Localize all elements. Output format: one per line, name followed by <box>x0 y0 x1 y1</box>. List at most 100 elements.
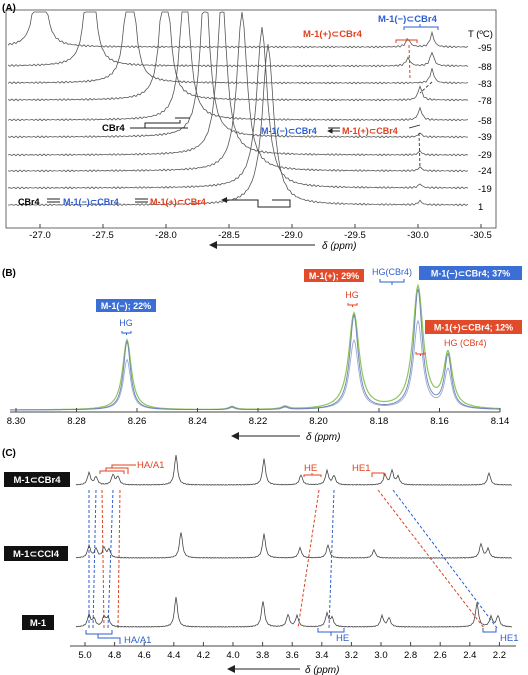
b-tick-label: 8.16 <box>430 416 449 427</box>
c-row1-label: M-1⊂CBr4 <box>13 475 61 486</box>
c-tick-label: 3.0 <box>374 650 387 661</box>
c-he1-top-label: HE1 <box>352 463 370 474</box>
b-hg4-bracket <box>415 352 426 356</box>
correlation-dashed-line <box>392 489 498 629</box>
b-tick-label: 8.22 <box>249 416 268 427</box>
b-badge-2 <box>304 269 364 282</box>
nmr-trace <box>7 11 469 85</box>
a-tick-label: -30.0 <box>407 230 429 241</box>
nmr-trace <box>8 27 469 190</box>
temperature-label: -19 <box>478 184 492 195</box>
a-tick-label: -28.0 <box>155 230 177 241</box>
nmr-trace <box>7 11 469 68</box>
a-tick-label: -30.5 <box>470 230 492 241</box>
c-haa1-bot-bracket <box>85 630 121 644</box>
correlation-dashed-line <box>377 489 485 629</box>
c-he-bot-bracket <box>317 628 345 636</box>
correlation-dashed-line <box>117 489 121 629</box>
fit-curve-total <box>10 283 500 411</box>
temperature-label: -88 <box>478 62 492 73</box>
c-he1-bot-label: HE1 <box>500 633 518 644</box>
b-tick-label: 8.28 <box>67 416 86 427</box>
correlation-dashed-line <box>297 489 320 629</box>
a-mid-blue-label: M-1(−)⊂CBr4 <box>261 126 317 136</box>
a-mid-equilibrium-arrows <box>328 128 340 131</box>
a-cbr4-bracket <box>130 120 181 129</box>
c-tick-label: 4.2 <box>197 650 210 661</box>
c-he-top-label: HE <box>304 463 317 474</box>
temperature-label: -58 <box>478 116 492 127</box>
nmr-trace <box>7 11 469 49</box>
a-top-blue-label: M-1(−)⊂CBr4 <box>378 14 438 25</box>
b-badge-3-text: M-1(−)⊂CBr4; 37% <box>431 269 510 279</box>
c-haa1-bot-label: HA/A1 <box>124 635 151 646</box>
a-black-dashed-guide-1 <box>419 81 433 94</box>
b-axis-label: δ (ppm) <box>306 432 340 443</box>
c-row3-label: M-1 <box>30 618 47 629</box>
a-tick-label: -29.5 <box>344 230 366 241</box>
c-tick-label: 2.2 <box>493 650 506 661</box>
temperature-labels: -95 -88 -83 -78 -58 -39 -29 -24 -19 1 <box>478 43 492 213</box>
a-cbr4-label: CBr4 <box>102 123 125 134</box>
a-top-red-label: M-1(+)⊂CBr4 <box>303 29 363 40</box>
proton-spectrum <box>75 455 513 486</box>
b-hg2-bracket <box>347 303 358 307</box>
c-tick-label: 2.4 <box>463 650 476 661</box>
panel-c-label: (C) <box>2 448 16 459</box>
c-tick-label: 3.4 <box>315 650 328 661</box>
c-row1-label-bg <box>4 472 70 487</box>
c-he-bot-label: HE <box>336 633 349 644</box>
b-tick-label: 8.30 <box>7 416 26 427</box>
c-x-axis: 5.0 4.8 4.6 4.4 4.2 4.0 3.8 3.6 3.4 3.2 3.0 2.8 2.6 2… <box>78 642 506 661</box>
nmr-trace <box>7 11 469 157</box>
temperature-label: -39 <box>478 132 492 143</box>
b-hg3-label: HG(CBr4) <box>372 267 412 277</box>
a-bottom-cbr4-label: CBr4 <box>18 197 40 207</box>
a-bottom-blue-label: M-1(−)⊂CBr4 <box>63 197 119 207</box>
c-tick-label: 3.2 <box>345 650 358 661</box>
panel-c: (C) M-1⊂CBr4 M-1⊂CCl4 M-1 HA/A1 HE HE1 H… <box>2 448 518 675</box>
b-badge-3 <box>419 266 522 280</box>
b-badge-2-text: M-1(+); 29% <box>309 271 359 281</box>
correlation-dashed-line <box>328 489 335 629</box>
c-tick-label: 2.6 <box>434 650 447 661</box>
panel-a: (A) M-1(−)⊂CBr4 M-1(+)⊂CBr4 T (ºC) -95 -8… <box>2 3 497 252</box>
correlation-dashed-line <box>107 489 114 629</box>
c-row3-label-bg <box>22 615 54 630</box>
c-tick-label: 4.6 <box>138 650 151 661</box>
a-red-dashed-guide <box>408 44 411 79</box>
b-x-axis: 8.30 8.28 8.26 8.24 8.22 8.20 8.18 8.16 8.14 <box>7 408 510 427</box>
temperature-label: -83 <box>478 79 492 90</box>
a-bottom-bracket <box>228 199 291 208</box>
a-top-red-bracket <box>395 38 418 43</box>
b-tick-label: 8.14 <box>491 416 510 427</box>
b-tick-label: 8.24 <box>188 416 207 427</box>
a-bottom-red-label: M-1(+)⊂CBr4 <box>150 197 206 207</box>
b-tick-label: 8.18 <box>370 416 389 427</box>
temperature-label: -78 <box>478 96 492 107</box>
correlation-dashed-line <box>92 489 97 629</box>
temperature-label: -24 <box>478 166 492 177</box>
c-he-top-bracket <box>303 473 322 477</box>
a-axis-label: δ (ppm) <box>322 241 356 252</box>
a-tick-label: -29.0 <box>281 230 303 241</box>
temperature-label: 1 <box>478 202 483 213</box>
c-he1-bot-bracket <box>482 628 497 633</box>
c-tick-label: 4.4 <box>167 650 180 661</box>
c-tick-label: 5.0 <box>78 650 91 661</box>
a-top-blue-bracket <box>403 24 439 30</box>
c-row2-label: M-1⊂CCl4 <box>13 549 60 560</box>
c-tick-label: 2.8 <box>404 650 417 661</box>
b-badge-1-text: M-1(−); 22% <box>101 301 151 311</box>
a-tick-label: -27.0 <box>29 230 51 241</box>
nmr-trace <box>7 11 469 139</box>
b-hg2-label: HG <box>345 290 359 300</box>
correlation-dashed-lines <box>88 489 498 629</box>
proton-spectrum <box>75 597 513 628</box>
nmr-trace <box>7 11 469 122</box>
a-bottom-eq-arrows-2 <box>135 198 148 203</box>
panel-b: (B) M-1(−); 22% HG M-1(+); 29% HG HG(CBr… <box>2 266 522 443</box>
c-tick-label: 3.6 <box>286 650 299 661</box>
b-hg4-label: HG (CBr4) <box>444 338 487 348</box>
c-spectra <box>75 455 513 628</box>
